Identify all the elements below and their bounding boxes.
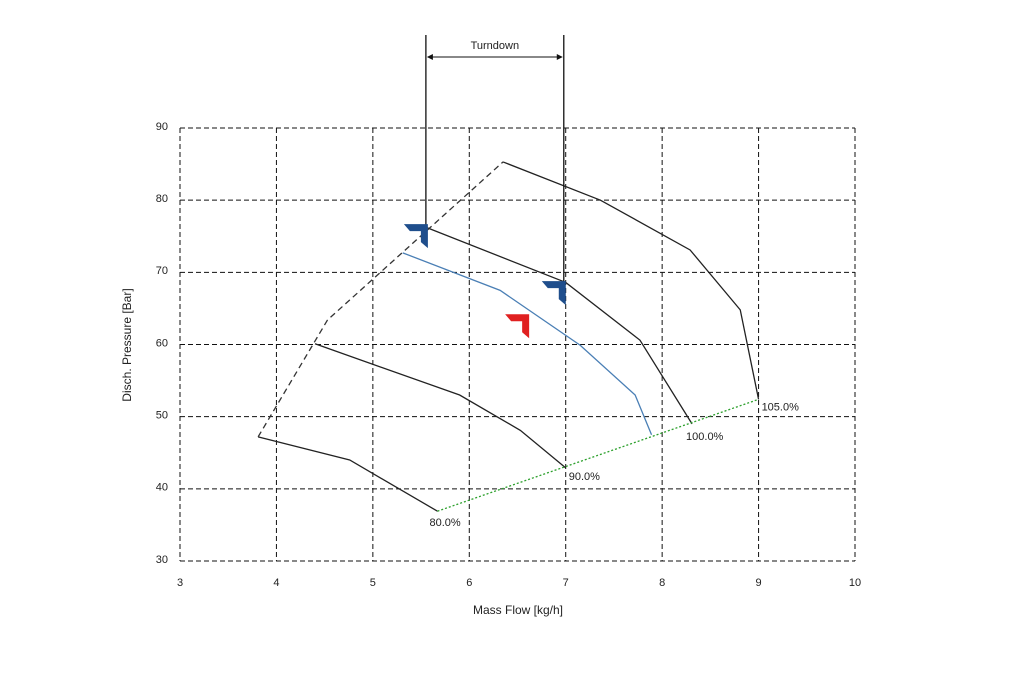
x-tick-label: 6 [466, 577, 472, 589]
x-tick-label: 3 [177, 577, 183, 589]
operating-marker [505, 314, 530, 339]
x-tick-label: 5 [370, 577, 376, 589]
y-tick-label: 30 [156, 554, 168, 566]
y-tick-label: 50 [156, 410, 168, 422]
series-line [257, 161, 504, 438]
y-tick-label: 80 [156, 193, 168, 205]
turndown-label: Turndown [471, 40, 520, 52]
y-tick-label: 70 [156, 265, 168, 277]
series-line [257, 436, 438, 512]
speed-label: 90.0% [569, 471, 600, 483]
series-line [502, 161, 760, 400]
speed-label: 80.0% [429, 517, 460, 529]
operating-marker [541, 281, 566, 306]
x-tick-label: 9 [756, 577, 762, 589]
x-axis-title: Mass Flow [kg/h] [473, 603, 563, 617]
y-axis-title: Disch. Pressure [Bar] [120, 288, 134, 401]
series-line [402, 252, 653, 435]
y-tick-label: 60 [156, 337, 168, 349]
y-tick-label: 40 [156, 482, 168, 494]
x-tick-label: 7 [563, 577, 569, 589]
series-line [314, 343, 567, 469]
y-tick-label: 90 [156, 121, 168, 133]
x-tick-label: 10 [849, 577, 861, 589]
series-line [424, 226, 693, 425]
series-line [437, 398, 759, 512]
x-tick-label: 4 [273, 577, 279, 589]
operating-marker [403, 224, 428, 249]
speed-label: 105.0% [762, 401, 800, 413]
x-tick-label: 8 [659, 577, 665, 589]
speed-label: 100.0% [686, 431, 724, 443]
